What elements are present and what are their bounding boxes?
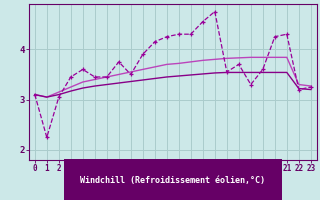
X-axis label: Windchill (Refroidissement éolien,°C): Windchill (Refroidissement éolien,°C) (80, 176, 265, 185)
